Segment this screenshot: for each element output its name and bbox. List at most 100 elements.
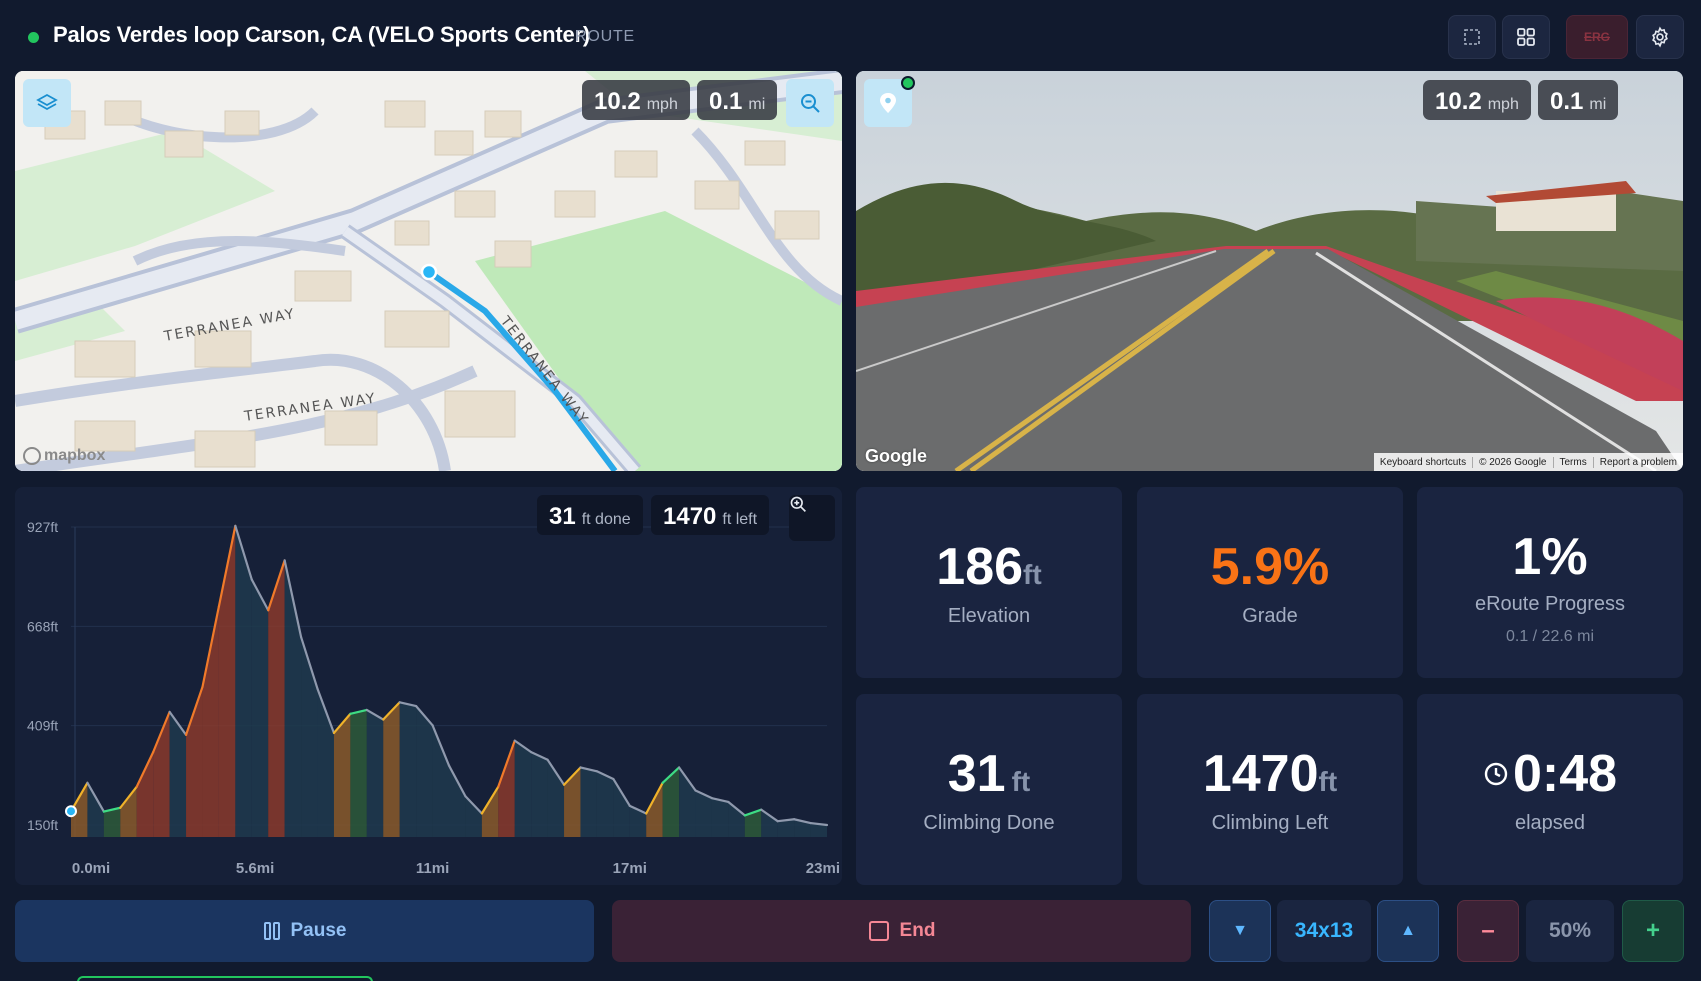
elevation-area-segment: [169, 711, 187, 837]
elevation-line-segment: [250, 578, 270, 612]
elevation-line-segment: [135, 751, 155, 788]
x-tick-label: 0.0mi: [72, 860, 110, 877]
elevation-line-segment: [365, 708, 385, 721]
climb-done-value: 31: [549, 503, 576, 530]
report-problem-link[interactable]: Report a problem: [1592, 456, 1683, 468]
elevation-area-segment: [629, 805, 647, 837]
chart-zoom-button[interactable]: [789, 495, 835, 541]
end-button[interactable]: End: [612, 900, 1191, 962]
elevation-area-segment: [531, 752, 548, 837]
elevation-line-segment: [283, 559, 303, 639]
street-view-links: Keyboard shortcuts © 2026 Google Terms R…: [1373, 453, 1683, 471]
elevation-line-segment: [464, 795, 483, 815]
gear-value: 34x13: [1277, 900, 1371, 962]
street-speed-readout: 10.2 mph: [1423, 80, 1531, 120]
elevation-area-segment: [711, 798, 729, 837]
fullscreen-button[interactable]: [1448, 15, 1496, 59]
gear-up-button[interactable]: ▲: [1377, 900, 1439, 962]
elevation-line-segment: [776, 818, 796, 823]
climbing-done-unit: ft: [1011, 766, 1031, 797]
y-tick-label: 150ft: [27, 817, 58, 833]
elevation-area-segment: [728, 801, 745, 837]
elevation-line-segment: [332, 712, 352, 735]
grid-icon: [1517, 28, 1535, 46]
elevation-area-segment: [251, 579, 269, 837]
settings-button[interactable]: [1636, 15, 1684, 59]
elevation-line-segment: [595, 770, 615, 781]
progress-label: eRoute Progress: [1474, 593, 1626, 615]
zoom-in-icon: [790, 496, 806, 512]
elevation-line-segment: [645, 781, 664, 815]
elevation-line-segment: [530, 751, 549, 761]
elevation-profile[interactable]: 927ft 668ft 409ft 150ft 0.0mi 5.6mi 11mi 17mi 23…: [15, 487, 842, 885]
stop-icon: [868, 921, 889, 941]
elevation-line-segment: [102, 806, 122, 813]
elevation-line-segment: [349, 708, 368, 715]
route-map[interactable]: TERRANEA WAY TERRANEA WAY TERRANEA WAY 1…: [15, 71, 842, 471]
speed-value: 10.2: [1435, 88, 1482, 115]
elevation-area-segment: [202, 606, 219, 837]
elevation-line-segment: [152, 710, 171, 754]
elapsed-label: elapsed: [1514, 812, 1586, 834]
route-title: Palos Verdes loop Carson, CA (VELO Sport…: [53, 22, 591, 47]
elevation-area-segment: [87, 782, 104, 837]
elevation-area-segment: [514, 740, 532, 837]
zoom-out-icon: [801, 94, 820, 113]
elevation-area-segment: [366, 709, 384, 837]
elevation-area-segment: [449, 765, 466, 837]
elevation-label: Elevation: [947, 605, 1031, 627]
elevation-area-segment: [777, 819, 795, 837]
pause-label: Pause: [290, 920, 347, 941]
speed-value: 10.2: [594, 88, 641, 115]
copyright-text: © 2026 Google: [1472, 456, 1552, 468]
elevation-line-segment: [119, 785, 138, 809]
elevation-line-segment: [628, 804, 648, 815]
elevation-area-segment: [416, 706, 433, 837]
map-layers-button[interactable]: [23, 79, 71, 127]
difficulty-increase-button[interactable]: +: [1622, 900, 1684, 962]
gear-down-button[interactable]: ▼: [1209, 900, 1271, 962]
map-canvas: TERRANEA WAY TERRANEA WAY TERRANEA WAY: [15, 71, 842, 471]
grade-label: Grade: [1242, 605, 1298, 627]
map-zoom-out-button[interactable]: [786, 79, 834, 127]
elevation-area-segment: [596, 771, 614, 837]
elevation-line-segment: [398, 701, 418, 708]
elevation-line-segment: [480, 785, 500, 815]
elevation-area-segment: [235, 525, 252, 837]
elevation-area-segment: [580, 767, 597, 837]
elevation-line-segment: [677, 766, 697, 792]
map-speed-readout: 10.2 mph: [582, 80, 690, 120]
climbing-left-label: Climbing Left: [1211, 812, 1329, 834]
elevation-value: 186: [936, 538, 1024, 596]
elevation-line-segment: [431, 724, 451, 767]
erg-toggle-button[interactable]: ERG: [1566, 15, 1628, 59]
layers-icon: [36, 93, 58, 111]
keyboard-shortcuts-link[interactable]: Keyboard shortcuts: [1379, 456, 1467, 468]
y-tick-label: 668ft: [27, 618, 58, 634]
elevation-line-segment: [267, 559, 286, 612]
elapsed-value: 0:48: [1512, 745, 1618, 803]
street-view[interactable]: 10.2 mph 0.1 mi Google Keyboard shortcut…: [856, 71, 1683, 471]
street-view-image: [856, 71, 1683, 471]
elevation-area-segment: [71, 782, 88, 837]
climb-done-chip: 31 ft done: [537, 495, 643, 535]
elevation-line-segment: [661, 766, 681, 784]
difficulty-decrease-button[interactable]: –: [1457, 900, 1519, 962]
distance-unit: mi: [1589, 96, 1607, 113]
layout-grid-button[interactable]: [1502, 15, 1550, 59]
elevation-line-segment: [694, 789, 714, 800]
elevation-line-segment: [447, 764, 467, 798]
pause-button[interactable]: Pause: [15, 900, 594, 962]
y-tick-label: 927ft: [27, 519, 58, 535]
climb-left-value: 1470: [663, 503, 717, 530]
elevation-area-segment: [383, 702, 400, 837]
elevation-line-segment: [415, 705, 434, 727]
terms-link[interactable]: Terms: [1552, 456, 1593, 468]
elevation-line-segment: [513, 739, 533, 754]
climbing-done-label: Climbing Done: [923, 812, 1055, 834]
elevation-area-segment: [432, 725, 449, 837]
elevation-card: 186ft Elevation: [856, 487, 1122, 678]
climb-left-unit: ft left: [722, 511, 758, 528]
y-tick-label: 409ft: [27, 718, 58, 734]
status-dot: [28, 32, 39, 43]
